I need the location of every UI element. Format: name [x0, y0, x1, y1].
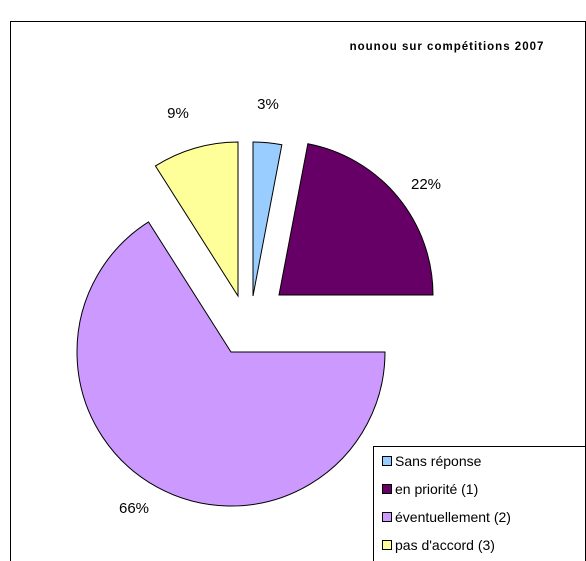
pie-slice-eventuellement — [76, 221, 386, 507]
legend-label: en priorité (1) — [395, 481, 478, 497]
legend-swatch — [382, 512, 392, 522]
legend-entry-en-priorite: en priorité (1) — [382, 481, 478, 497]
slice-value-label: 9% — [167, 105, 189, 122]
legend-box — [373, 446, 586, 561]
slice-value-label: 3% — [257, 96, 279, 113]
legend-label: pas d'accord (3) — [395, 537, 495, 553]
pie-slice-sans-reponse — [252, 141, 283, 297]
legend-entry-pas-d-accord: pas d'accord (3) — [382, 537, 495, 553]
legend: Sans réponse en priorité (1) éventuellem… — [373, 446, 586, 561]
legend-entry-sans-reponse: Sans réponse — [382, 453, 482, 469]
chart-title: nounou sur compétitions 2007 — [350, 41, 545, 53]
slices-group — [76, 141, 434, 507]
legend-swatch — [382, 540, 392, 550]
pie-slice-pas-d-accord — [154, 141, 239, 298]
legend-label: Sans réponse — [395, 453, 482, 469]
pie-slice-en-priorite — [278, 143, 434, 296]
legend-swatch — [382, 484, 392, 494]
legend-entry-eventuellement: éventuellement (2) — [382, 509, 511, 525]
slice-value-label: 66% — [119, 500, 149, 517]
legend-label: éventuellement (2) — [395, 509, 511, 525]
slice-value-label: 22% — [411, 176, 441, 193]
legend-swatch — [382, 456, 392, 466]
slice-labels-group: 3% 22% 66% 9% — [119, 96, 441, 517]
